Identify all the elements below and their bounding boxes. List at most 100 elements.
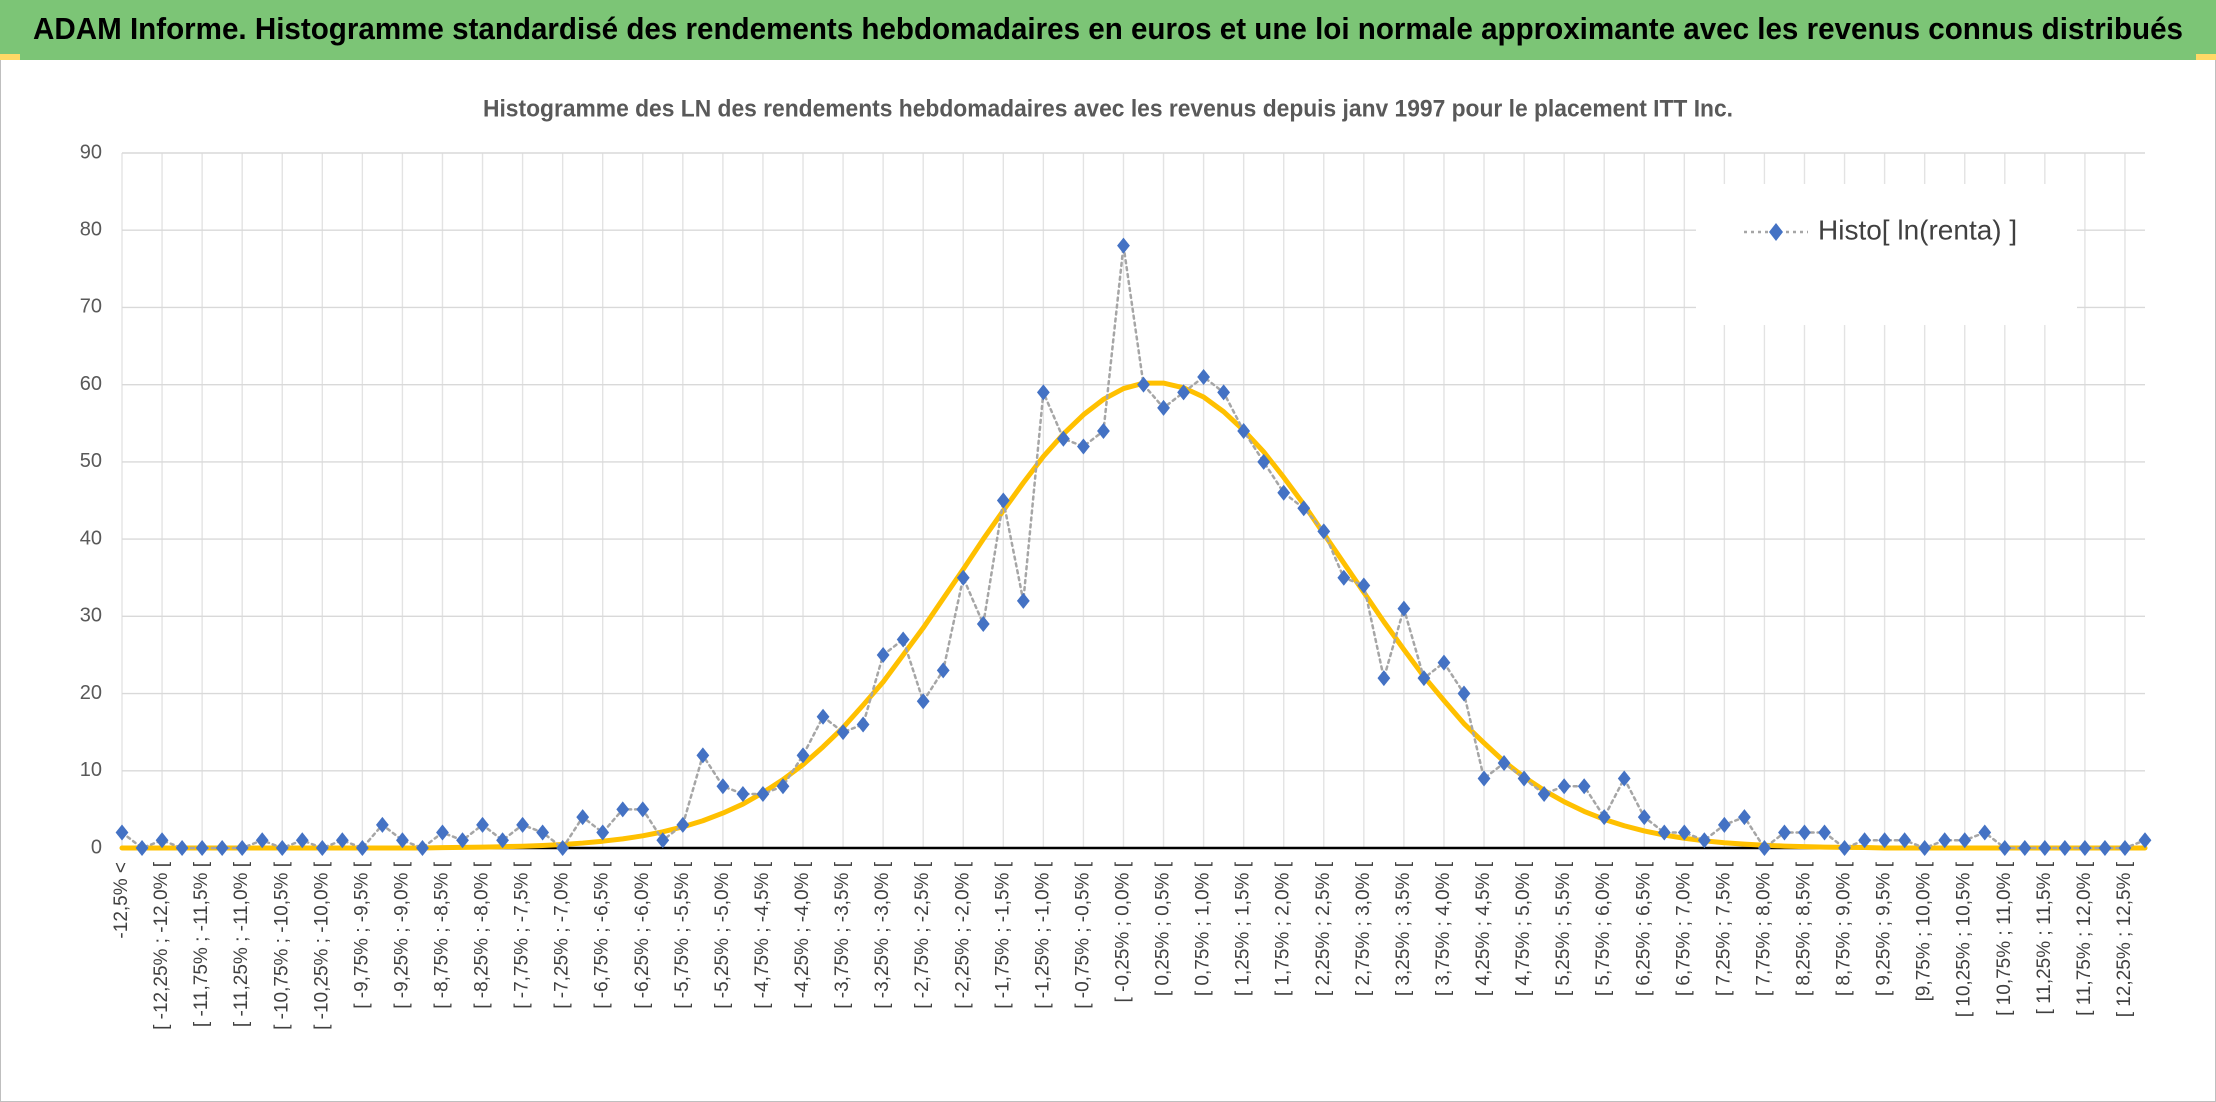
x-tick-label: [ 3,25% ; 3,5% [ — [1393, 861, 1414, 996]
x-tick-label: [ 10,25% ; 10,5% [ — [1954, 861, 1975, 1017]
x-tick-label: [ 0,25% ; 0,5% [ — [1153, 861, 1174, 996]
data-point — [1036, 384, 1050, 401]
x-tick-label: [ 2,75% ; 3,0% [ — [1353, 861, 1374, 996]
data-point — [836, 724, 850, 741]
data-point — [335, 832, 349, 849]
data-point — [195, 840, 209, 856]
legend-box — [1696, 184, 2077, 325]
x-tick-label: [ -10,75% ; -10,5% [ — [271, 861, 292, 1030]
data-point — [1097, 423, 1110, 439]
x-tick-label: -12,5% < — [111, 862, 132, 939]
data-point — [1898, 832, 1912, 849]
data-point — [1738, 809, 1751, 826]
data-point — [1137, 376, 1150, 393]
data-point — [656, 832, 670, 849]
data-point — [956, 569, 970, 586]
data-point — [996, 492, 1010, 509]
data-point — [936, 662, 950, 679]
x-tick-label: [ -7,75% ; -7,5% [ — [512, 861, 533, 1009]
y-tick-label: 30 — [80, 605, 102, 627]
header-title: ADAM Informe. Histogramme standardisé de… — [33, 11, 2183, 46]
data-point — [1177, 384, 1190, 401]
x-tick-label: [ 7,25% ; 7,5% [ — [1713, 861, 1734, 996]
x-tick-label: [ 5,25% ; 5,5% [ — [1553, 861, 1574, 996]
data-point — [576, 809, 590, 826]
data-point — [556, 840, 570, 856]
x-tick-label: [ 8,75% ; 9,0% [ — [1834, 861, 1855, 996]
data-point — [175, 840, 189, 856]
x-tick-label: [ 6,75% ; 7,0% [ — [1673, 861, 1694, 996]
data-point — [1938, 832, 1952, 849]
data-point — [1677, 824, 1691, 841]
x-tick-label: [ -1,75% ; -1,5% [ — [992, 861, 1013, 1009]
data-point — [1377, 670, 1391, 687]
data-point — [976, 616, 990, 633]
data-point — [1217, 384, 1231, 401]
data-point — [696, 747, 710, 764]
data-point — [1117, 237, 1130, 254]
data-point — [1297, 500, 1311, 517]
data-point — [155, 832, 169, 849]
data-point — [1157, 399, 1170, 416]
data-point — [2018, 840, 2032, 856]
data-point — [1778, 824, 1791, 841]
x-tick-label: [ -7,25% ; -7,0% [ — [552, 861, 573, 1009]
x-tick-label: [ 2,25% ; 2,5% [ — [1313, 861, 1334, 996]
x-tick-label: [ -8,25% ; -8,0% [ — [472, 861, 493, 1009]
data-point — [1457, 685, 1471, 702]
data-point — [1337, 569, 1351, 586]
data-point — [2098, 840, 2112, 856]
data-point — [1056, 430, 1070, 447]
x-tick-label: [ 4,75% ; 5,0% [ — [1513, 861, 1534, 996]
data-point — [375, 816, 389, 833]
data-point — [396, 832, 409, 849]
x-tick-label: [ 5,75% ; 6,0% [ — [1593, 861, 1614, 996]
x-tick-label: [ -3,75% ; -3,5% [ — [832, 861, 853, 1009]
data-point — [456, 832, 469, 849]
data-point — [115, 824, 129, 841]
data-point — [1257, 453, 1271, 470]
data-point — [1597, 809, 1611, 826]
data-point — [2118, 840, 2132, 856]
x-tick-label: [ -9,25% ; -9,0% [ — [391, 861, 412, 1009]
data-point — [596, 824, 610, 841]
y-tick-label: 90 — [80, 141, 102, 163]
x-tick-label: [ -6,25% ; -6,0% [ — [632, 861, 653, 1009]
x-tick-label: [ -6,75% ; -6,5% [ — [592, 861, 613, 1009]
data-point — [1758, 840, 1771, 856]
data-point — [436, 824, 449, 841]
data-point — [1878, 832, 1892, 849]
data-point — [235, 840, 249, 856]
x-tick-label: [ -11,25% ; -11,0% [ — [231, 861, 252, 1027]
x-tick-label: [ -4,75% ; -4,5% [ — [752, 861, 773, 1009]
data-point — [1918, 840, 1932, 856]
data-point — [1437, 654, 1451, 671]
x-tick-label: [ 1,75% ; 2,0% [ — [1273, 861, 1294, 996]
data-point — [1717, 816, 1731, 833]
data-point — [275, 840, 289, 856]
x-tick-label: [ 3,75% ; 4,0% [ — [1433, 861, 1454, 996]
x-tick-label: [ 10,75% ; 11,0% [ — [1994, 861, 2015, 1016]
data-point — [816, 708, 830, 725]
x-tick-label: [ -4,25% ; -4,0% [ — [792, 861, 813, 1009]
x-tick-label: [ 1,25% ; 1,5% [ — [1233, 861, 1254, 996]
header-accent — [2196, 54, 2216, 60]
data-point — [215, 840, 229, 856]
data-point — [636, 801, 650, 818]
data-point — [1477, 770, 1491, 787]
header-accent — [0, 54, 20, 60]
data-point — [1016, 592, 1030, 609]
data-point — [896, 631, 910, 648]
y-tick-label: 0 — [91, 836, 102, 858]
x-tick-label: [ 9,25% ; 9,5% [ — [1874, 861, 1895, 996]
data-point — [496, 832, 509, 849]
data-point — [536, 824, 550, 841]
data-point — [1277, 484, 1291, 501]
data-point — [1697, 832, 1711, 849]
x-tick-label: [ -12,25% ; -12,0% [ — [151, 861, 172, 1030]
data-point — [255, 832, 269, 849]
data-point — [736, 785, 750, 802]
chart-title: Histogramme des LN des rendements hebdom… — [483, 95, 1733, 122]
y-tick-label: 50 — [80, 450, 102, 472]
